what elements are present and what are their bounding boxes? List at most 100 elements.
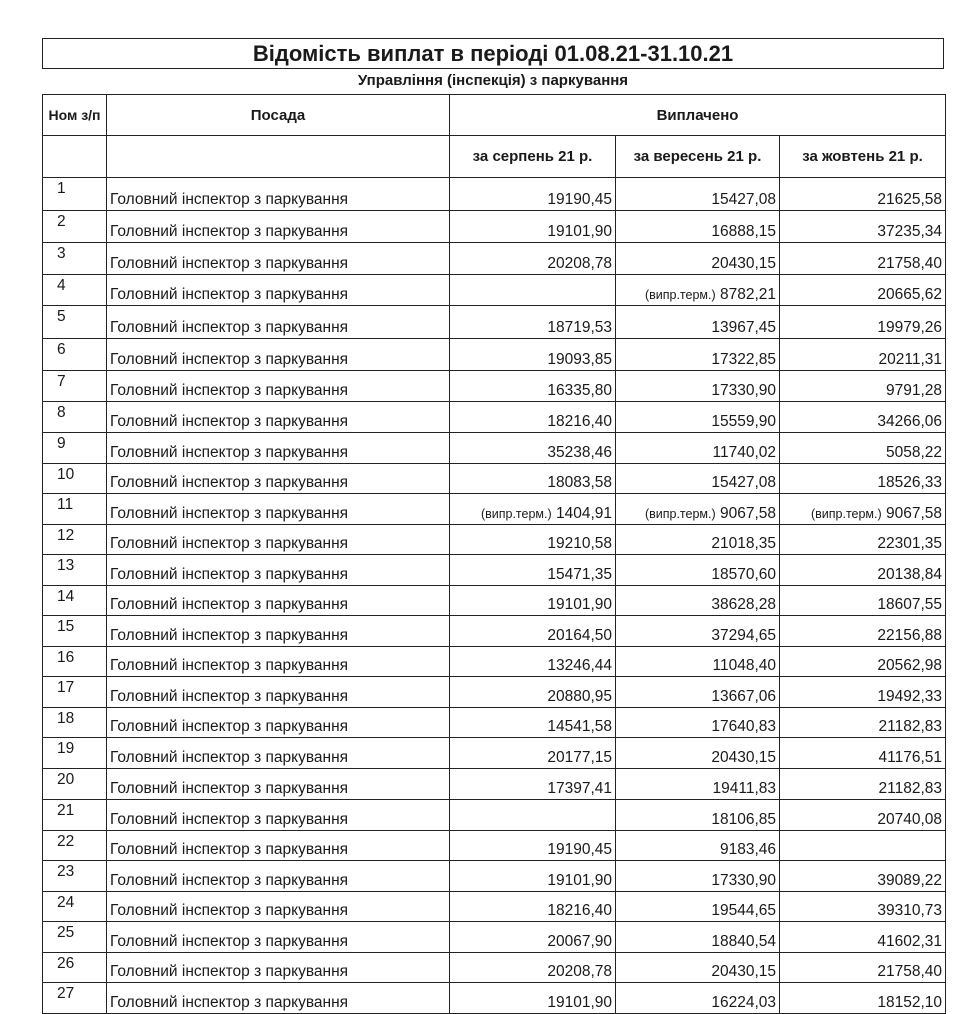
amount: 16335,80 <box>547 381 612 399</box>
row-position: Головний інспектор з паркування <box>106 951 450 983</box>
cell-oct: 21182,83 <box>778 768 947 800</box>
table-row: 17 Головний інспектор з паркування 20880,… <box>42 676 947 708</box>
amount: 15559,90 <box>711 412 776 430</box>
amount: 15471,35 <box>547 565 612 583</box>
amount: 19492,33 <box>877 687 943 705</box>
row-number: 12 <box>42 523 107 555</box>
amount: 20164,50 <box>547 626 612 644</box>
cell-sep: 15427,08 <box>615 462 780 494</box>
cell-sep: 17322,85 <box>615 337 780 371</box>
correction-note: (випр.терм.) <box>644 506 716 521</box>
cell-oct: 20665,62 <box>778 274 947 306</box>
amount: 18216,40 <box>547 902 612 919</box>
amount: 20430,15 <box>711 749 776 766</box>
table-row: 21 Головний інспектор з паркування 18106,… <box>42 799 947 831</box>
row-position: Головний інспектор з паркування <box>106 400 450 433</box>
cell-oct: 5058,22 <box>778 431 947 464</box>
cell-sep: 18106,85 <box>615 799 780 831</box>
row-position: Головний інспектор з паркування <box>106 304 450 339</box>
row-position: Головний інспектор з паркування <box>106 431 450 464</box>
amount: 20562,98 <box>877 657 943 674</box>
amount: 19101,90 <box>547 993 612 1011</box>
row-position: Головний інспектор з паркування <box>106 737 450 769</box>
row-number: 6 <box>42 337 107 371</box>
row-position: Головний інспектор з паркування <box>106 921 450 953</box>
cell-aug: 16335,80 <box>449 369 616 402</box>
row-number: 7 <box>42 369 107 402</box>
amount: 35238,46 <box>547 443 612 461</box>
cell-oct: 20562,98 <box>778 645 947 677</box>
row-position: Головний інспектор з паркування <box>106 274 450 306</box>
cell-aug: 20880,95 <box>449 676 616 708</box>
amount: 19101,90 <box>547 871 612 889</box>
cell-sep: 11740,02 <box>615 431 780 464</box>
row-number: 1 <box>42 177 107 211</box>
amount: 18526,33 <box>877 474 943 491</box>
cell-aug: 15471,35 <box>449 554 616 586</box>
amount: 9067,58 <box>885 504 943 522</box>
table-row: 19 Головний інспектор з паркування 20177,… <box>42 737 947 769</box>
cell-oct: 19979,26 <box>778 304 947 339</box>
table-row: 9 Головний інспектор з паркування 35238,4… <box>42 431 947 464</box>
amount: 20138,84 <box>877 565 943 583</box>
table-row: 24 Головний інспектор з паркування 18216,… <box>42 890 947 922</box>
amount: 21625,58 <box>877 191 943 208</box>
table-row: 20 Головний інспектор з паркування 17397,… <box>42 768 947 800</box>
row-number: 17 <box>42 676 107 708</box>
cell-aug: 20177,15 <box>449 737 616 769</box>
amount: 18152,10 <box>877 993 943 1011</box>
amount: 19190,45 <box>547 841 612 858</box>
table-row: 26 Головний інспектор з паркування 20208,… <box>42 951 947 983</box>
cell-aug: 18719,53 <box>449 304 616 339</box>
amount: 18216,40 <box>547 412 612 430</box>
cell-sep: 19544,65 <box>615 890 780 922</box>
row-number: 2 <box>42 210 107 243</box>
row-position: Головний інспектор з паркування <box>106 860 450 892</box>
cell-sep: 20430,15 <box>615 737 780 769</box>
amount: 17640,83 <box>711 718 776 735</box>
cell-aug: 19101,90 <box>449 860 616 892</box>
amount: 1404,91 <box>555 504 612 522</box>
table-row: 15 Головний інспектор з паркування 20164,… <box>42 615 947 647</box>
amount: 17322,85 <box>711 350 776 368</box>
row-position: Головний інспектор з паркування <box>106 369 450 402</box>
row-position: Головний інспектор з паркування <box>106 337 450 371</box>
cell-oct: 41176,51 <box>778 737 947 769</box>
row-number: 4 <box>42 274 107 306</box>
amount: 14541,58 <box>547 718 612 735</box>
amount: 19101,90 <box>547 223 612 240</box>
table-row: 6 Головний інспектор з паркування 19093,8… <box>42 337 947 371</box>
amount: 13246,44 <box>547 657 612 674</box>
row-number: 13 <box>42 554 107 586</box>
cell-oct: 39310,73 <box>778 890 947 922</box>
amount: 18840,54 <box>711 932 776 950</box>
cell-oct: 19492,33 <box>778 676 947 708</box>
cell-oct: 34266,06 <box>778 400 947 433</box>
row-position: Головний інспектор з паркування <box>106 615 450 647</box>
amount: 13967,45 <box>711 318 776 336</box>
amount: 19093,85 <box>547 350 612 368</box>
table-row: 13 Головний інспектор з паркування 15471,… <box>42 554 947 586</box>
amount: 18607,55 <box>877 596 943 613</box>
document-title: Відомість виплат в періоді 01.08.21-31.1… <box>42 38 944 69</box>
amount: 37294,65 <box>711 626 776 644</box>
amount: 13667,06 <box>711 687 776 705</box>
amount: 41176,51 <box>878 749 943 766</box>
cell-sep: 17640,83 <box>615 706 780 738</box>
header-paid: Виплачено <box>448 94 947 136</box>
amount: 11740,02 <box>712 443 777 461</box>
cell-oct: 20211,31 <box>778 337 947 371</box>
cell-aug: (випр.терм.) 1404,91 <box>449 493 616 525</box>
cell-oct: 22156,88 <box>778 615 947 647</box>
cell-aug: 17397,41 <box>449 768 616 800</box>
cell-aug: 19210,58 <box>449 523 616 555</box>
amount: 21018,35 <box>711 535 776 552</box>
table-row: 2 Головний інспектор з паркування 19101,9… <box>42 210 947 243</box>
amount: 9791,28 <box>885 381 943 399</box>
cell-sep: (випр.терм.) 9067,58 <box>615 493 780 525</box>
amount: 17330,90 <box>711 871 776 889</box>
amount: 19411,83 <box>712 780 777 797</box>
header-month-sep: за вересень 21 р. <box>615 135 780 178</box>
cell-oct: 21758,40 <box>778 242 947 275</box>
amount: 5058,22 <box>885 443 943 461</box>
